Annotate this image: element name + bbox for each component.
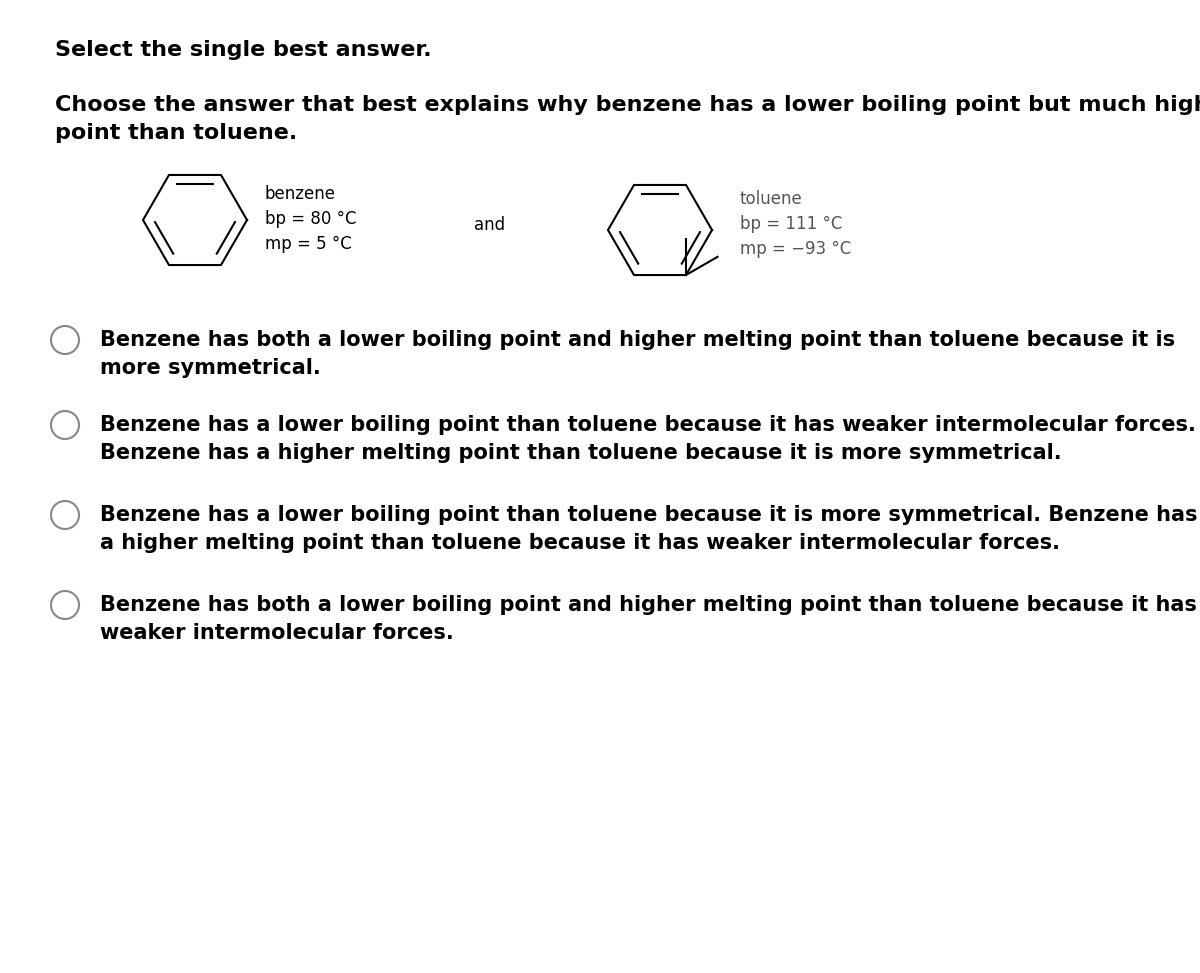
Text: bp = 80 °C: bp = 80 °C xyxy=(265,210,356,228)
Text: Select the single best answer.: Select the single best answer. xyxy=(55,40,432,60)
Text: Benzene has a lower boiling point than toluene because it is more symmetrical. B: Benzene has a lower boiling point than t… xyxy=(100,505,1198,553)
Text: Benzene has both a lower boiling point and higher melting point than toluene bec: Benzene has both a lower boiling point a… xyxy=(100,595,1196,643)
Text: mp = −93 °C: mp = −93 °C xyxy=(740,240,851,258)
Text: Benzene has a lower boiling point than toluene because it has weaker intermolecu: Benzene has a lower boiling point than t… xyxy=(100,415,1196,463)
Text: and: and xyxy=(474,216,505,234)
Text: toluene: toluene xyxy=(740,190,803,208)
Text: benzene: benzene xyxy=(265,185,336,203)
Text: Benzene has both a lower boiling point and higher melting point than toluene bec: Benzene has both a lower boiling point a… xyxy=(100,330,1175,378)
Text: mp = 5 °C: mp = 5 °C xyxy=(265,235,352,253)
Text: Choose the answer that best explains why benzene has a lower boiling point but m: Choose the answer that best explains why… xyxy=(55,95,1200,143)
Text: bp = 111 °C: bp = 111 °C xyxy=(740,215,842,233)
